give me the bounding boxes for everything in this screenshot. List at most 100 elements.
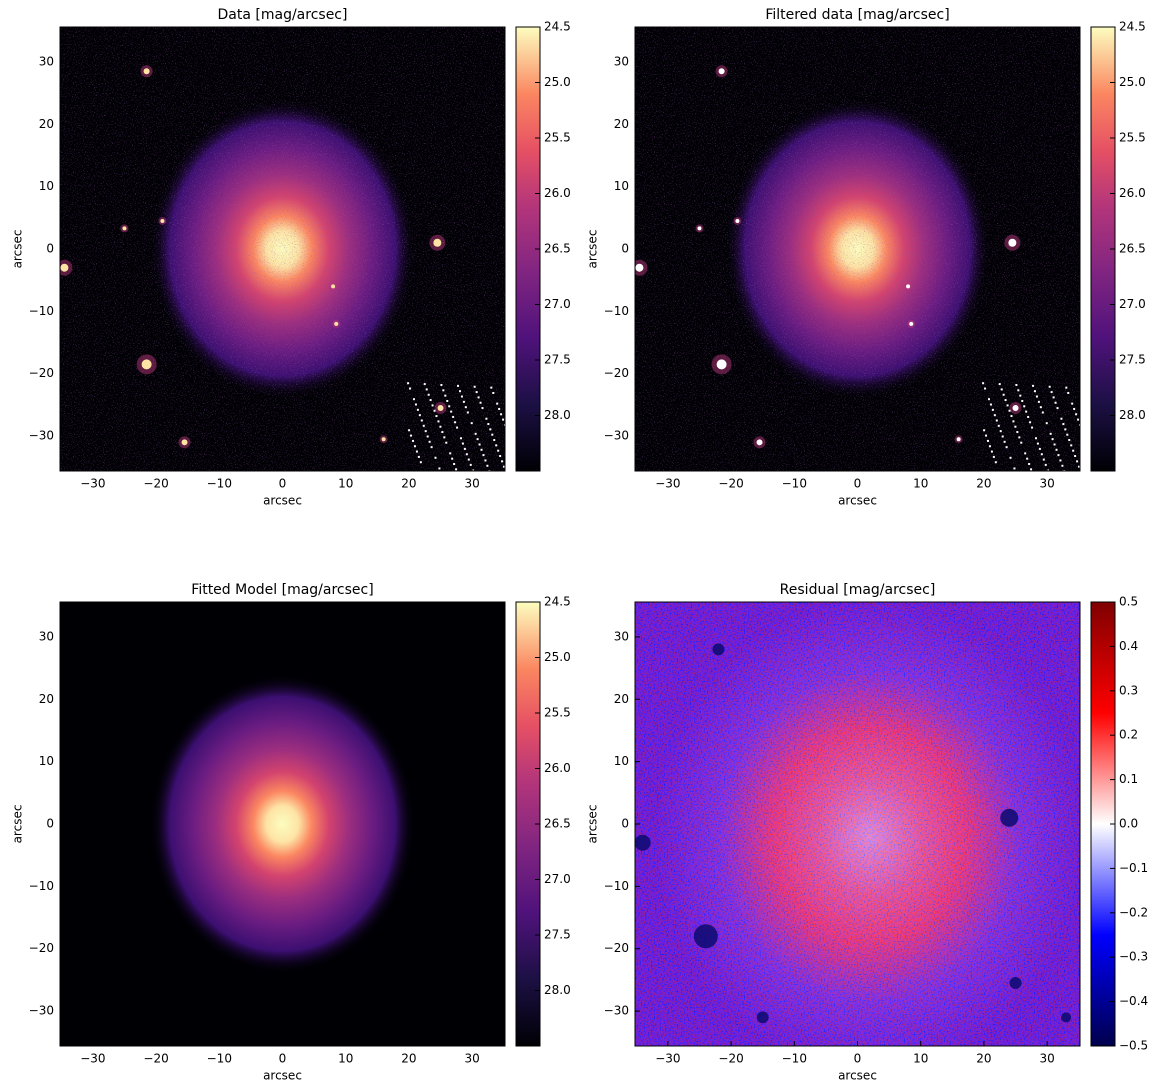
colorbar-tick-label: 0.1: [1119, 772, 1138, 786]
noise-pixel: [1039, 406, 1042, 409]
colorbar-tick-label: 0.3: [1119, 683, 1138, 697]
noise-pixel: [433, 409, 436, 412]
panel: Filtered data [mag/arcsec] arcsec arcsec −3…: [586, 7, 1146, 508]
noise-pixel: [992, 455, 995, 458]
noise-pixel: [482, 454, 485, 457]
colorbar-tick-label: 26.5: [544, 242, 571, 256]
noise-pixel: [1067, 391, 1070, 394]
noise-pixel: [409, 387, 412, 390]
noise-pixel: [419, 461, 422, 464]
noise-pixel: [1070, 444, 1073, 447]
noise-pixel: [453, 463, 456, 466]
noise-pixel: [475, 391, 478, 394]
noise-pixel: [442, 389, 445, 392]
noise-pixel: [415, 450, 418, 453]
noise-pixel: [995, 419, 998, 422]
x-axis-label: arcsec: [838, 494, 877, 508]
noise-pixel: [990, 450, 993, 453]
noise-pixel: [1001, 435, 1004, 438]
y-tick-label: 30: [39, 54, 54, 68]
noise-pixel: [1031, 426, 1034, 429]
noise-pixel: [503, 465, 505, 468]
noise-pixel: [1057, 454, 1060, 457]
x-tick-label: 10: [338, 477, 353, 491]
noise-pixel: [412, 398, 415, 401]
noise-pixel: [1052, 396, 1055, 399]
noise-pixel: [1078, 465, 1080, 468]
y-tick-label: 10: [614, 179, 629, 193]
noise-pixel: [422, 424, 425, 427]
noise-pixel: [991, 408, 994, 411]
noise-pixel: [428, 440, 431, 443]
noise-pixel: [489, 428, 492, 431]
noise-pixel: [1019, 394, 1022, 397]
noise-pixel: [1016, 431, 1019, 434]
star: [716, 359, 727, 370]
noise-pixel: [999, 430, 1002, 433]
noise-pixel: [1014, 425, 1017, 428]
x-tick-label: −10: [207, 1052, 232, 1066]
noise-pixel: [1032, 384, 1035, 387]
y-tick-label: −10: [604, 879, 629, 893]
star: [906, 284, 911, 289]
noise-pixel: [1012, 420, 1015, 423]
noise-pixel: [418, 414, 421, 417]
y-axis-label: arcsec: [586, 230, 600, 269]
star: [718, 68, 725, 75]
noise-pixel: [998, 383, 1001, 386]
noise-pixel: [1036, 442, 1039, 445]
noise-pixel: [451, 457, 454, 460]
chart-title: Data [mag/arcsec]: [218, 7, 348, 23]
colorbar-tick-label: 24.5: [544, 20, 571, 34]
colorbar-tick-label: 27.5: [1119, 353, 1146, 367]
y-tick-label: −30: [604, 429, 629, 443]
noise-pixel: [473, 385, 476, 388]
noise-pixel: [427, 393, 430, 396]
noise-pixel: [470, 422, 473, 425]
noise-pixel: [460, 395, 463, 398]
masked-source: [1061, 1012, 1072, 1023]
noise-pixel: [1006, 404, 1009, 407]
x-tick-label: 0: [854, 477, 862, 491]
y-tick-label: −20: [29, 366, 54, 380]
noise-pixel: [491, 433, 494, 436]
noise-pixel: [1076, 460, 1079, 463]
noise-pixel: [439, 425, 442, 428]
y-tick-label: 20: [39, 692, 54, 706]
noise-pixel: [1051, 438, 1054, 441]
colorbar-tick-label: 27.0: [1119, 297, 1146, 311]
noise-pixel: [455, 468, 458, 471]
image: [635, 602, 1080, 1046]
noise-pixel: [437, 420, 440, 423]
noise-pixel: [1074, 455, 1077, 458]
star: [956, 437, 961, 442]
noise-pixel: [1065, 386, 1068, 389]
noise-pixel: [452, 415, 455, 418]
star: [381, 437, 386, 442]
panel: Fitted Model [mag/arcsec] arcsec arcsec −30…: [11, 582, 571, 1083]
noise-pixel: [464, 406, 467, 409]
colorbar-tick-label: −0.2: [1119, 905, 1148, 919]
noise-pixel: [440, 383, 443, 386]
x-tick-label: 30: [464, 477, 479, 491]
noise-pixel: [1075, 413, 1078, 416]
chart-title: Filtered data [mag/arcsec]: [765, 7, 949, 23]
x-tick-label: −30: [80, 477, 105, 491]
noise-pixel: [1028, 463, 1031, 466]
noise-pixel: [1066, 433, 1069, 436]
noise-pixel: [457, 384, 460, 387]
noise-pixel: [484, 459, 487, 462]
noise-pixel: [1059, 459, 1062, 462]
noise-pixel: [1053, 443, 1056, 446]
noise-pixel: [1048, 385, 1051, 388]
x-tick-label: −10: [782, 1052, 807, 1066]
noise-pixel: [987, 398, 990, 401]
noise-pixel: [1018, 436, 1021, 439]
noise-pixel: [985, 434, 988, 437]
x-tick-label: −20: [143, 477, 168, 491]
noise-pixel: [1072, 449, 1075, 452]
noise-pixel: [477, 396, 480, 399]
masked-source: [635, 834, 651, 851]
noise-pixel: [487, 423, 490, 426]
noise-pixel: [478, 443, 481, 446]
